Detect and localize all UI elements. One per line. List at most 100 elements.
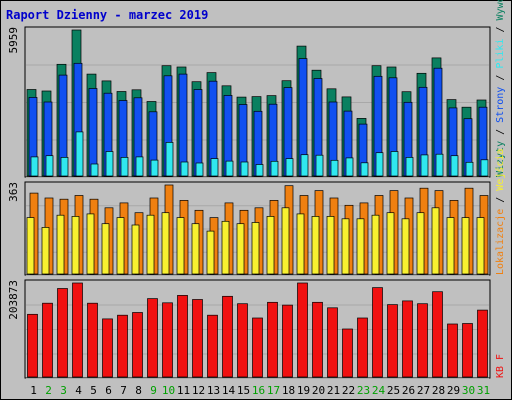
bottom-panel: 203873 — [7, 279, 491, 379]
bar-kb-f-day-10 — [162, 302, 173, 378]
bar-kb-f-day-22 — [342, 328, 353, 378]
day-label-1: 1 — [30, 384, 37, 397]
day-label-6: 6 — [105, 384, 112, 397]
bar-kb-f-day-11 — [177, 295, 188, 378]
bar-wej-cia-day-5 — [86, 213, 95, 275]
day-label-10: 10 — [162, 384, 175, 397]
bar-kb-f-day-28 — [432, 291, 443, 378]
bar-pliki-day-3 — [60, 157, 69, 177]
legend-item-pliki: Pliki — [495, 39, 506, 69]
day-label-31: 31 — [477, 384, 490, 397]
day-label-26: 26 — [402, 384, 415, 397]
day-label-24: 24 — [372, 384, 386, 397]
top-ymax-label: 5959 — [7, 27, 20, 54]
bar-pliki-day-9 — [150, 159, 159, 177]
bar-pliki-day-26 — [405, 157, 414, 177]
bar-wej-cia-day-19 — [296, 213, 305, 275]
bar-pliki-day-18 — [285, 158, 294, 177]
top-legend-label: Wizyty / Strony / Pliki / Wywołania — [495, 0, 506, 177]
bar-pliki-day-23 — [360, 162, 369, 177]
bar-kb-f-day-9 — [147, 298, 158, 378]
bar-kb-f-day-4 — [72, 282, 83, 378]
bar-wej-cia-day-11 — [176, 217, 185, 275]
bar-pliki-day-10 — [165, 142, 174, 177]
bar-wej-cia-day-18 — [281, 207, 290, 275]
bar-kb-f-day-27 — [417, 303, 428, 378]
bar-kb-f-day-7 — [117, 314, 128, 378]
middle-panel: 363 — [7, 181, 491, 276]
bar-kb-f-day-19 — [297, 282, 308, 378]
day-label-22: 22 — [342, 384, 355, 397]
bar-wej-cia-day-24 — [371, 214, 380, 275]
bar-wej-cia-day-28 — [431, 207, 440, 275]
legend-separator: / — [495, 69, 506, 87]
bar-kb-f-day-17 — [267, 301, 278, 378]
day-label-9: 9 — [150, 384, 157, 397]
day-label-29: 29 — [447, 384, 460, 397]
day-label-3: 3 — [60, 384, 67, 397]
bar-kb-f-day-21 — [327, 307, 338, 378]
bar-strony-day-11 — [178, 73, 188, 177]
bar-kb-f-day-29 — [447, 323, 458, 378]
bar-pliki-day-31 — [480, 159, 489, 177]
bar-wej-cia-day-12 — [191, 223, 200, 275]
bar-wej-cia-day-21 — [326, 216, 335, 275]
bar-wej-cia-day-7 — [116, 217, 125, 275]
legend-labels: Wizyty / Strony / Pliki / WywołaniaLokal… — [494, 0, 506, 378]
bar-kb-f-day-18 — [282, 304, 293, 378]
bar-wej-cia-day-3 — [56, 214, 65, 275]
bar-wej-cia-day-27 — [416, 212, 425, 275]
day-label-13: 13 — [207, 384, 220, 397]
bar-pliki-day-7 — [120, 157, 129, 177]
bar-wej-cia-day-13 — [206, 230, 215, 275]
bar-kb-f-day-2 — [42, 302, 53, 378]
bar-wej-cia-day-31 — [476, 217, 485, 275]
bar-kb-f-day-25 — [387, 304, 398, 378]
top-panel: 5959 — [7, 26, 491, 178]
bar-kb-f-day-23 — [357, 317, 368, 378]
legend-item-wywo-ania: Wywołania — [495, 0, 506, 20]
bar-wej-cia-day-9 — [146, 214, 155, 275]
bar-kb-f-day-12 — [192, 299, 203, 378]
bottom-ymax-label: 203873 — [7, 280, 20, 320]
bar-wej-cia-day-14 — [221, 220, 230, 275]
day-label-5: 5 — [90, 384, 97, 397]
legend-item-kb-f: KB F — [495, 354, 506, 378]
bar-wej-cia-day-6 — [101, 223, 110, 275]
legend-separator: / — [495, 123, 506, 141]
bar-kb-f-day-13 — [207, 314, 218, 378]
bar-wej-cia-day-1 — [26, 217, 35, 275]
day-label-21: 21 — [327, 384, 340, 397]
day-label-4: 4 — [75, 384, 82, 397]
day-label-28: 28 — [432, 384, 445, 397]
day-label-14: 14 — [222, 384, 236, 397]
bar-wej-cia-day-23 — [356, 218, 365, 275]
bar-kb-f-day-15 — [237, 303, 248, 378]
bar-pliki-day-4 — [75, 131, 84, 177]
day-label-23: 23 — [357, 384, 370, 397]
bar-kb-f-day-16 — [252, 317, 263, 378]
day-label-11: 11 — [177, 384, 190, 397]
bar-pliki-day-21 — [330, 159, 339, 177]
bar-wej-cia-day-10 — [161, 212, 170, 275]
bar-pliki-day-29 — [450, 155, 459, 177]
day-label-8: 8 — [135, 384, 142, 397]
bar-wej-cia-day-15 — [236, 223, 245, 275]
bar-pliki-day-30 — [465, 161, 474, 177]
day-label-18: 18 — [282, 384, 295, 397]
bar-pliki-day-11 — [180, 161, 189, 177]
legend-item-strony: Strony — [495, 87, 506, 123]
bar-kb-f-day-1 — [27, 313, 38, 378]
bar-wej-cia-day-17 — [266, 216, 275, 275]
middle-legend-label: Lokalizacje / Wejścia — [494, 149, 506, 275]
chart-title: Raport Dzienny - marzec 2019 — [6, 8, 208, 22]
bar-pliki-day-2 — [45, 155, 54, 177]
bar-pliki-day-25 — [390, 151, 399, 177]
legend-item-lokalizacje: Lokalizacje — [495, 209, 506, 275]
legend-separator: / — [495, 20, 506, 38]
bar-pliki-day-15 — [240, 161, 249, 177]
bar-pliki-day-13 — [210, 158, 219, 177]
bar-pliki-day-12 — [195, 162, 204, 177]
bar-wej-cia-day-30 — [461, 217, 470, 275]
